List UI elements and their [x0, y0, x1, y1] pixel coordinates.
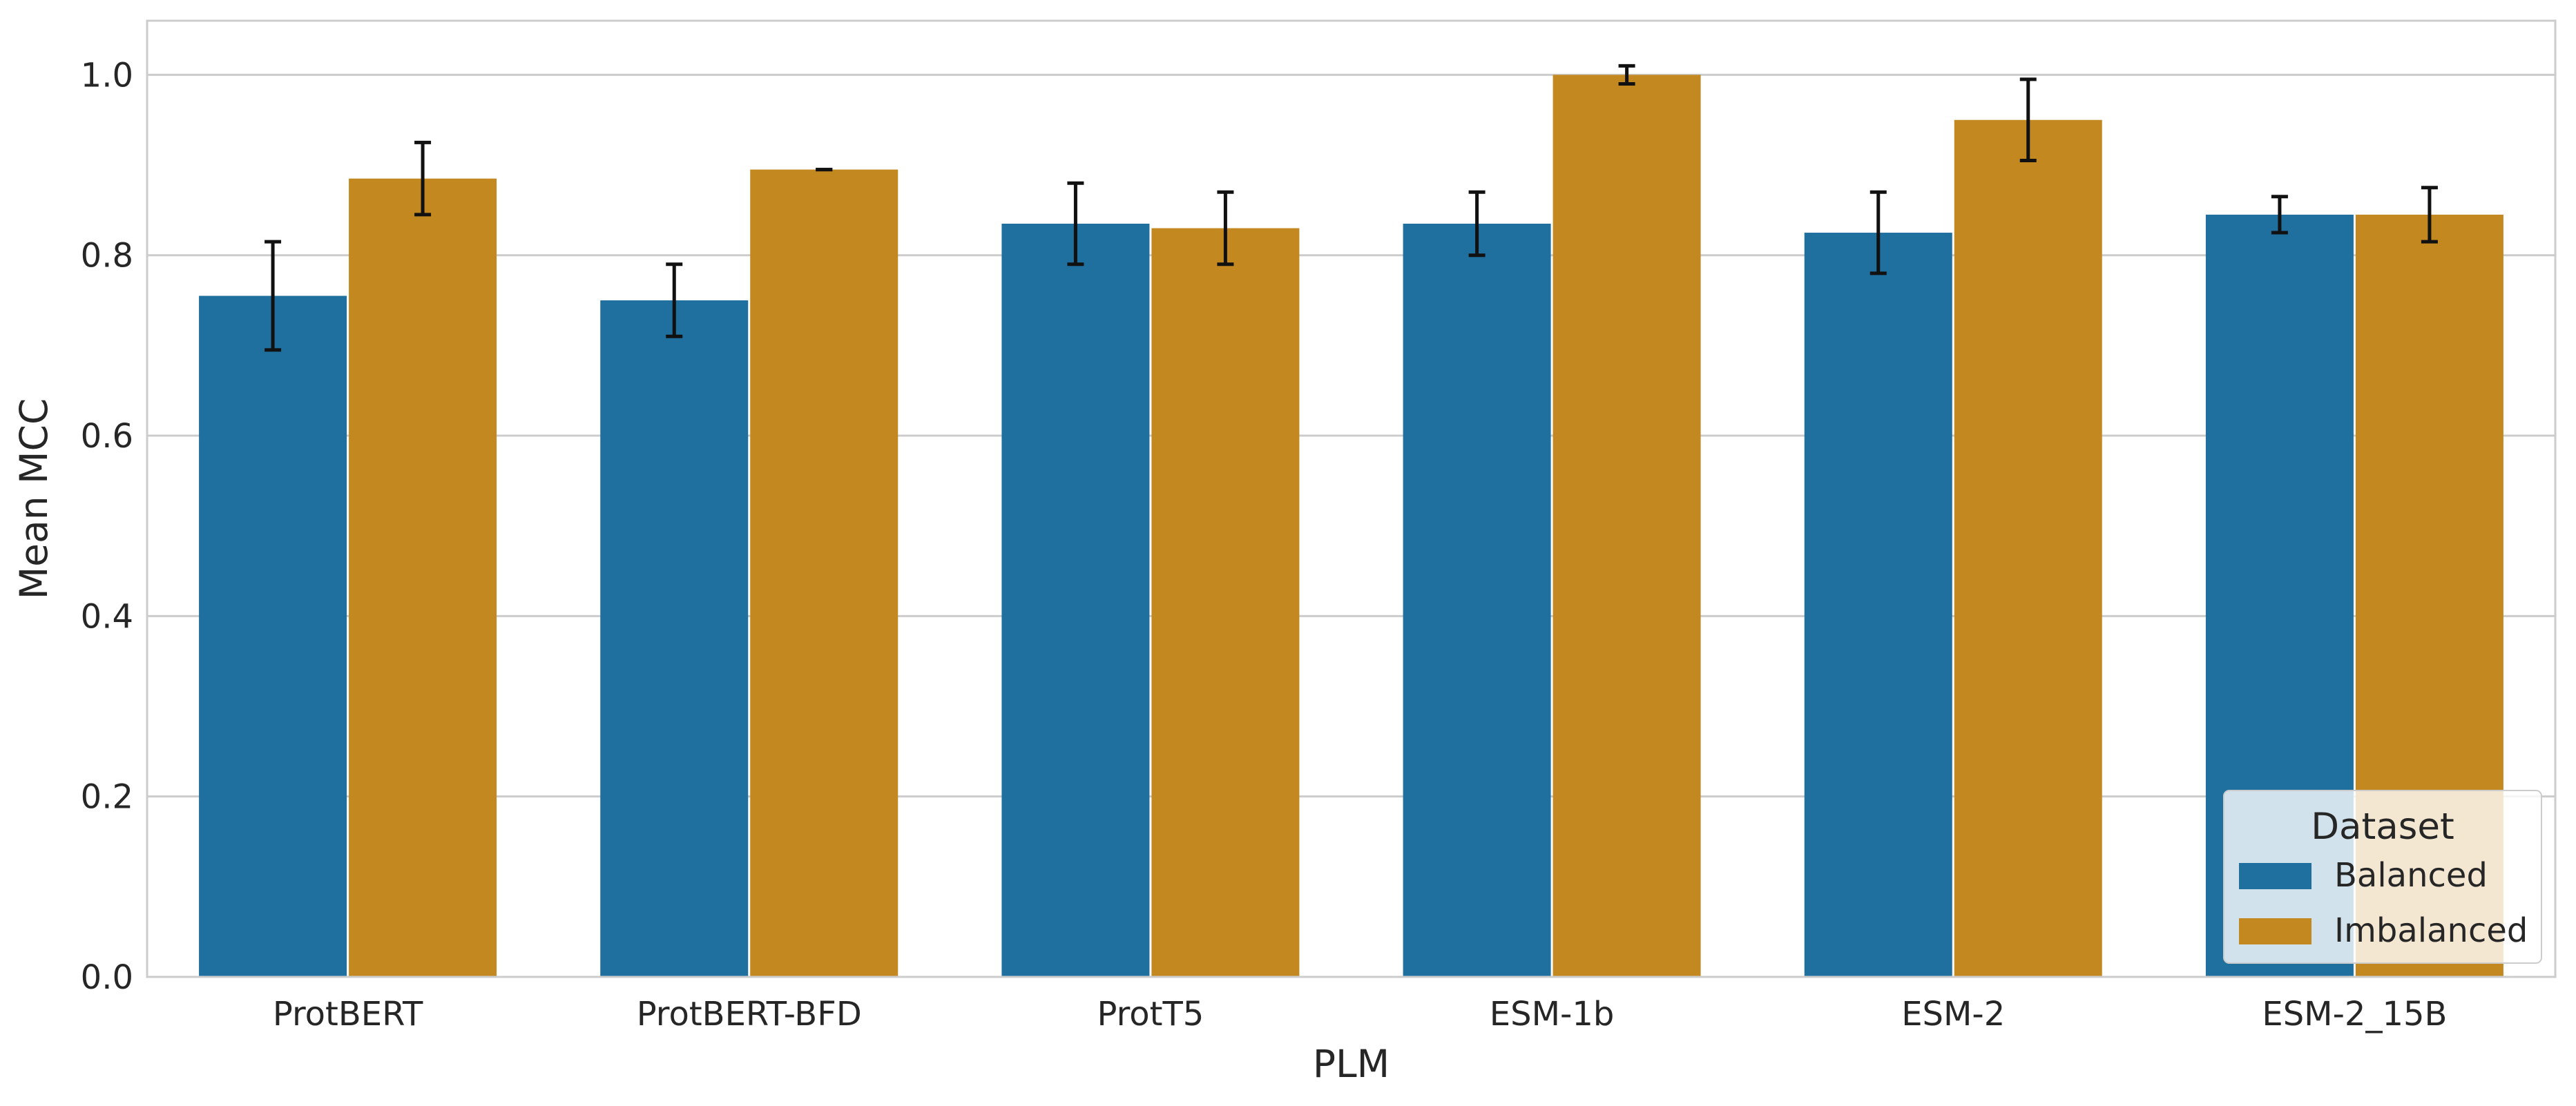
plot-frame	[146, 19, 2557, 978]
legend-label-balanced: Balanced	[2334, 856, 2488, 895]
bar-balanced	[1001, 223, 1150, 977]
x-tick-labels: ProtBERT ProtBERT-BFD ProtT5 ESM-1b ESM-2 ESM…	[273, 995, 2448, 1034]
y-tick-label: 0.0	[81, 958, 133, 997]
bar-imbalanced	[349, 178, 497, 978]
x-tick-label: ESM-1b	[1490, 995, 1615, 1034]
x-axis-label: PLM	[1313, 1042, 1390, 1086]
bar-balanced	[1804, 233, 1952, 977]
bar-imbalanced	[1954, 119, 2102, 977]
y-tick-label: 0.6	[81, 417, 133, 456]
y-axis-label: Mean MCC	[12, 398, 56, 600]
y-tick-labels: 0.0 0.2 0.4 0.6 0.8 1.0	[81, 56, 133, 997]
legend-items: Balanced Imbalanced	[2239, 856, 2528, 950]
legend: Dataset Balanced Imbalanced	[2223, 790, 2542, 964]
legend-swatch-balanced	[2239, 863, 2311, 889]
bar-imbalanced	[1553, 75, 1701, 977]
x-tick-label: ESM-2_15B	[2262, 995, 2447, 1034]
bar-imbalanced	[1151, 228, 1300, 978]
legend-label-imbalanced: Imbalanced	[2334, 911, 2528, 950]
x-tick-label: ProtT5	[1097, 995, 1204, 1034]
bar-balanced	[1403, 223, 1551, 977]
y-tick-label: 0.2	[81, 778, 133, 817]
y-tick-label: 0.4	[81, 597, 133, 636]
bar-balanced	[199, 295, 347, 977]
y-tick-label: 0.8	[81, 237, 133, 275]
error-bars-group	[265, 64, 2438, 352]
x-tick-label: ProtBERT	[273, 995, 423, 1034]
legend-title: Dataset	[2311, 806, 2454, 848]
legend-swatch-imbalanced	[2239, 918, 2311, 944]
bar-imbalanced	[750, 169, 898, 978]
x-tick-label: ESM-2	[1901, 995, 2005, 1034]
x-tick-label: ProtBERT-BFD	[637, 995, 862, 1034]
y-tick-label: 1.0	[81, 56, 133, 95]
bar-balanced	[600, 300, 749, 977]
